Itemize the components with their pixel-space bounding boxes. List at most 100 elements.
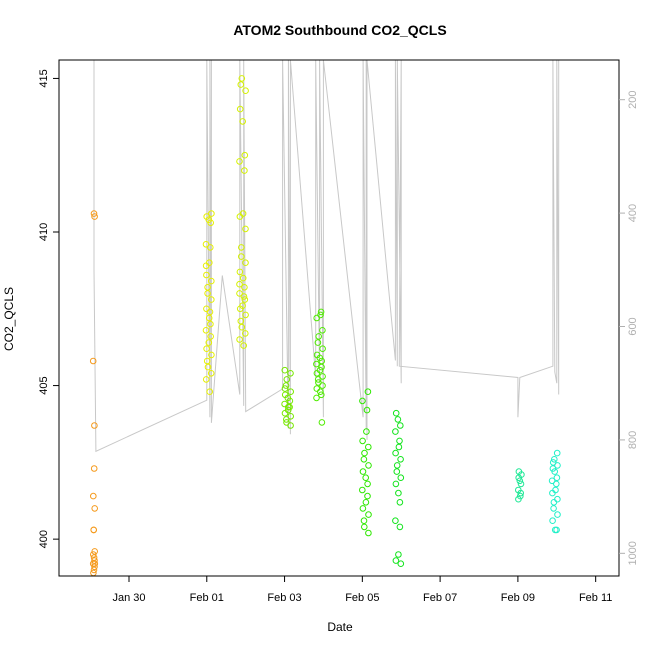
- data-point: [240, 293, 248, 300]
- data-point: [362, 499, 370, 506]
- data-point: [318, 391, 325, 399]
- series-6: [359, 388, 372, 537]
- data-point: [208, 210, 215, 217]
- data-point: [283, 416, 290, 423]
- y2-tick-label: 600: [627, 317, 639, 335]
- data-point: [397, 422, 404, 429]
- data-point: [208, 277, 215, 285]
- data-point: [397, 456, 404, 463]
- data-point: [237, 317, 245, 325]
- data-point: [549, 459, 557, 466]
- data-point: [238, 323, 246, 331]
- data-point: [202, 241, 210, 248]
- data-point: [363, 428, 370, 435]
- data-point: [236, 213, 244, 220]
- y2-tick-label: 1000: [627, 541, 639, 565]
- data-point: [236, 158, 243, 165]
- data-point: [242, 225, 249, 233]
- data-point: [549, 517, 556, 525]
- chart-title: ATOM2 Southbound CO2_QCLS: [233, 22, 446, 38]
- data-point: [363, 406, 371, 414]
- data-point: [392, 428, 399, 435]
- data-point: [90, 526, 97, 534]
- data-point: [552, 486, 559, 494]
- data-point: [237, 81, 245, 88]
- data-point: [553, 480, 560, 488]
- data-point: [202, 327, 210, 334]
- data-point: [207, 333, 214, 340]
- y-axis-label: CO2_QCLS: [2, 287, 16, 351]
- data-point: [242, 311, 249, 319]
- data-point: [202, 262, 210, 270]
- data-point: [287, 422, 294, 429]
- data-point: [548, 477, 556, 485]
- data-point: [553, 474, 561, 482]
- data-point: [395, 443, 403, 451]
- data-point: [208, 296, 215, 303]
- data-point: [239, 274, 247, 282]
- data-point: [397, 560, 405, 568]
- data-point: [395, 551, 402, 558]
- data-point: [242, 259, 249, 267]
- data-point: [515, 495, 522, 503]
- data-point: [319, 382, 326, 389]
- data-point: [238, 253, 245, 260]
- data-point: [207, 370, 215, 377]
- data-point: [550, 499, 558, 506]
- data-point: [90, 210, 98, 217]
- data-point: [281, 366, 289, 374]
- pressure-line: [93, 59, 560, 453]
- data-point: [281, 409, 289, 417]
- data-point: [202, 376, 210, 383]
- data-point: [319, 327, 326, 334]
- data-point: [242, 87, 249, 94]
- data-point: [91, 560, 99, 568]
- series-7: [392, 409, 405, 568]
- data-point: [365, 511, 372, 518]
- data-point: [241, 296, 249, 303]
- y-tick-label: 415: [38, 69, 50, 87]
- data-point: [359, 397, 366, 405]
- data-point: [515, 474, 523, 482]
- data-point: [313, 360, 320, 368]
- data-point: [205, 314, 213, 322]
- data-point: [239, 118, 246, 125]
- data-point: [236, 280, 243, 288]
- data-point: [550, 505, 557, 512]
- data-point: [203, 357, 211, 365]
- data-point: [91, 563, 98, 571]
- data-point: [314, 339, 322, 346]
- data-point: [553, 449, 561, 457]
- data-point: [397, 474, 405, 482]
- data-point: [207, 320, 214, 328]
- data-point: [554, 462, 561, 469]
- data-point: [551, 468, 559, 475]
- data-point: [89, 357, 97, 365]
- data-point: [236, 305, 244, 313]
- data-point: [517, 489, 525, 497]
- data-point: [393, 462, 401, 469]
- data-point: [208, 351, 215, 359]
- data-point: [206, 388, 213, 396]
- x-tick-label: Feb 01: [190, 592, 224, 604]
- y-tick-label: 405: [38, 376, 50, 394]
- data-point: [361, 523, 368, 531]
- series-9: [548, 449, 561, 534]
- data-point: [91, 557, 98, 564]
- data-point: [90, 566, 98, 574]
- data-point: [360, 456, 368, 463]
- data-point: [282, 382, 290, 389]
- data-point: [318, 357, 326, 365]
- data-point: [359, 486, 366, 494]
- x-tick-label: Feb 07: [423, 592, 457, 604]
- data-point: [236, 268, 244, 276]
- series-8: [515, 468, 525, 503]
- data-point: [359, 505, 367, 512]
- y-tick-label: 400: [38, 530, 50, 548]
- data-point: [516, 477, 524, 485]
- y2-tick-label: 200: [627, 91, 639, 109]
- data-point: [313, 385, 321, 392]
- data-point: [204, 363, 212, 371]
- data-point: [240, 342, 247, 349]
